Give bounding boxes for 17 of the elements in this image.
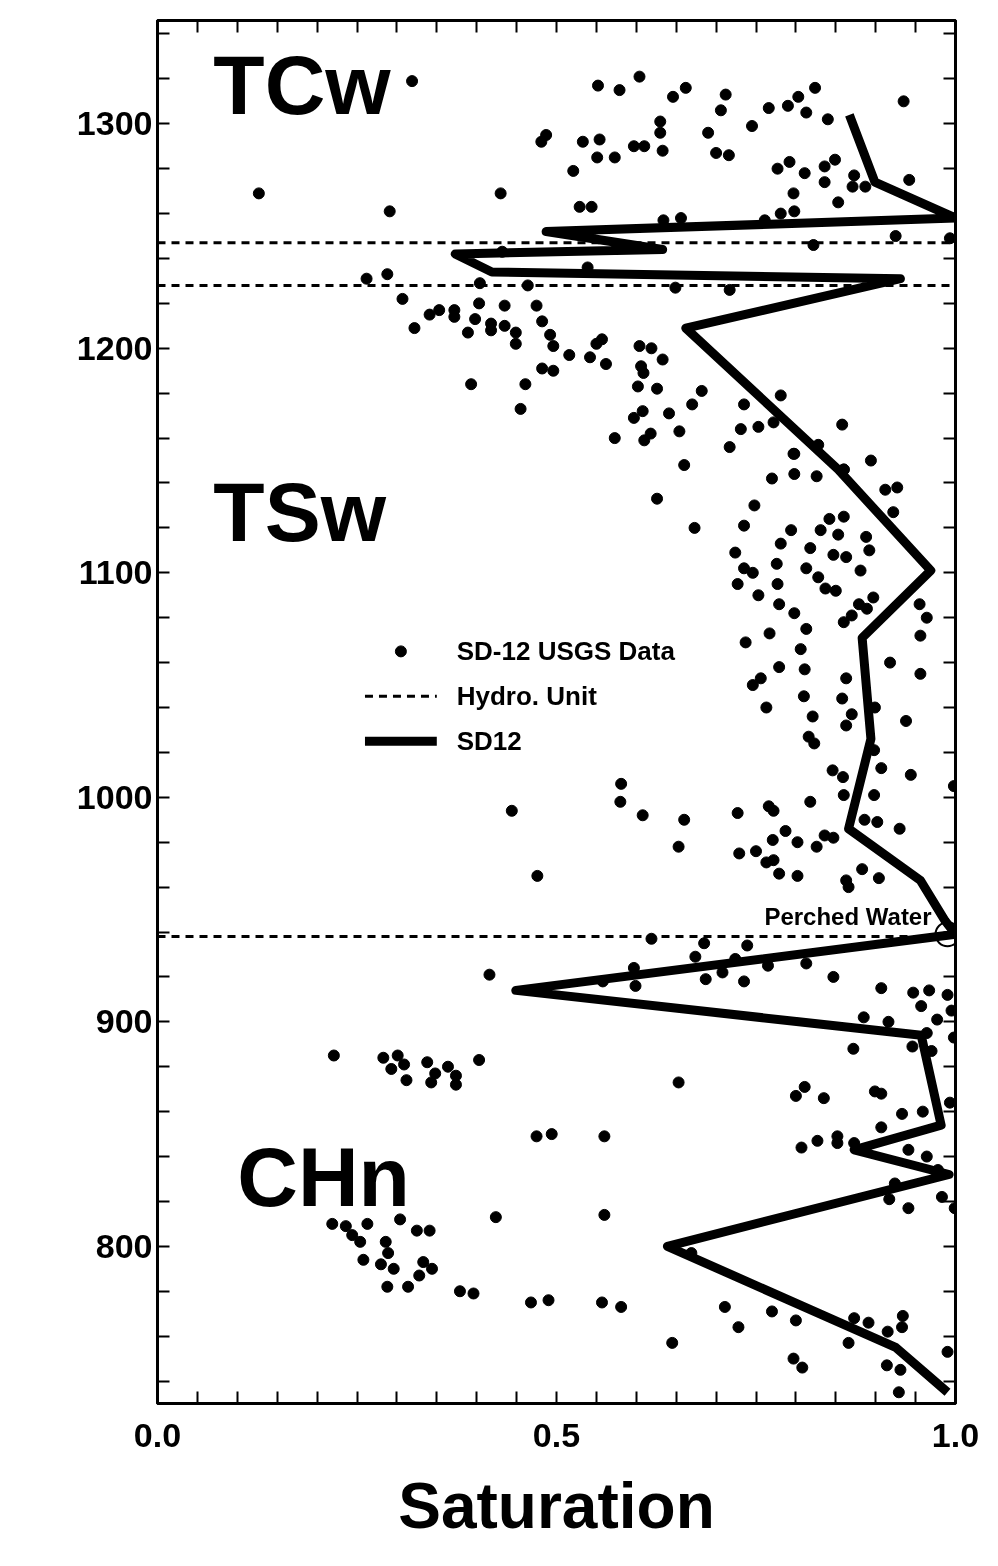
- legend-label: Hydro. Unit: [456, 681, 598, 712]
- x-tick-label: 1.0: [931, 1415, 980, 1454]
- x-axis-title: Saturation: [398, 1469, 715, 1542]
- y-tick-label: 800: [95, 1226, 153, 1265]
- x-tick-label: 0.5: [532, 1415, 581, 1454]
- annotation: TSw: [213, 465, 387, 560]
- legend-label: SD-12 USGS Data: [456, 636, 676, 667]
- annotation: Perched Water: [764, 902, 932, 930]
- y-tick-label: 1300: [76, 104, 153, 143]
- annotation: CHn: [237, 1129, 410, 1224]
- y-tick-label: 1100: [78, 553, 153, 592]
- y-tick-label: 1000: [76, 777, 153, 816]
- annotation: TCw: [213, 38, 392, 133]
- y-tick-label: 900: [95, 1002, 153, 1041]
- legend-label: SD12: [456, 726, 522, 757]
- x-tick-label: 0.0: [133, 1415, 182, 1454]
- y-tick-label: 1200: [76, 328, 153, 367]
